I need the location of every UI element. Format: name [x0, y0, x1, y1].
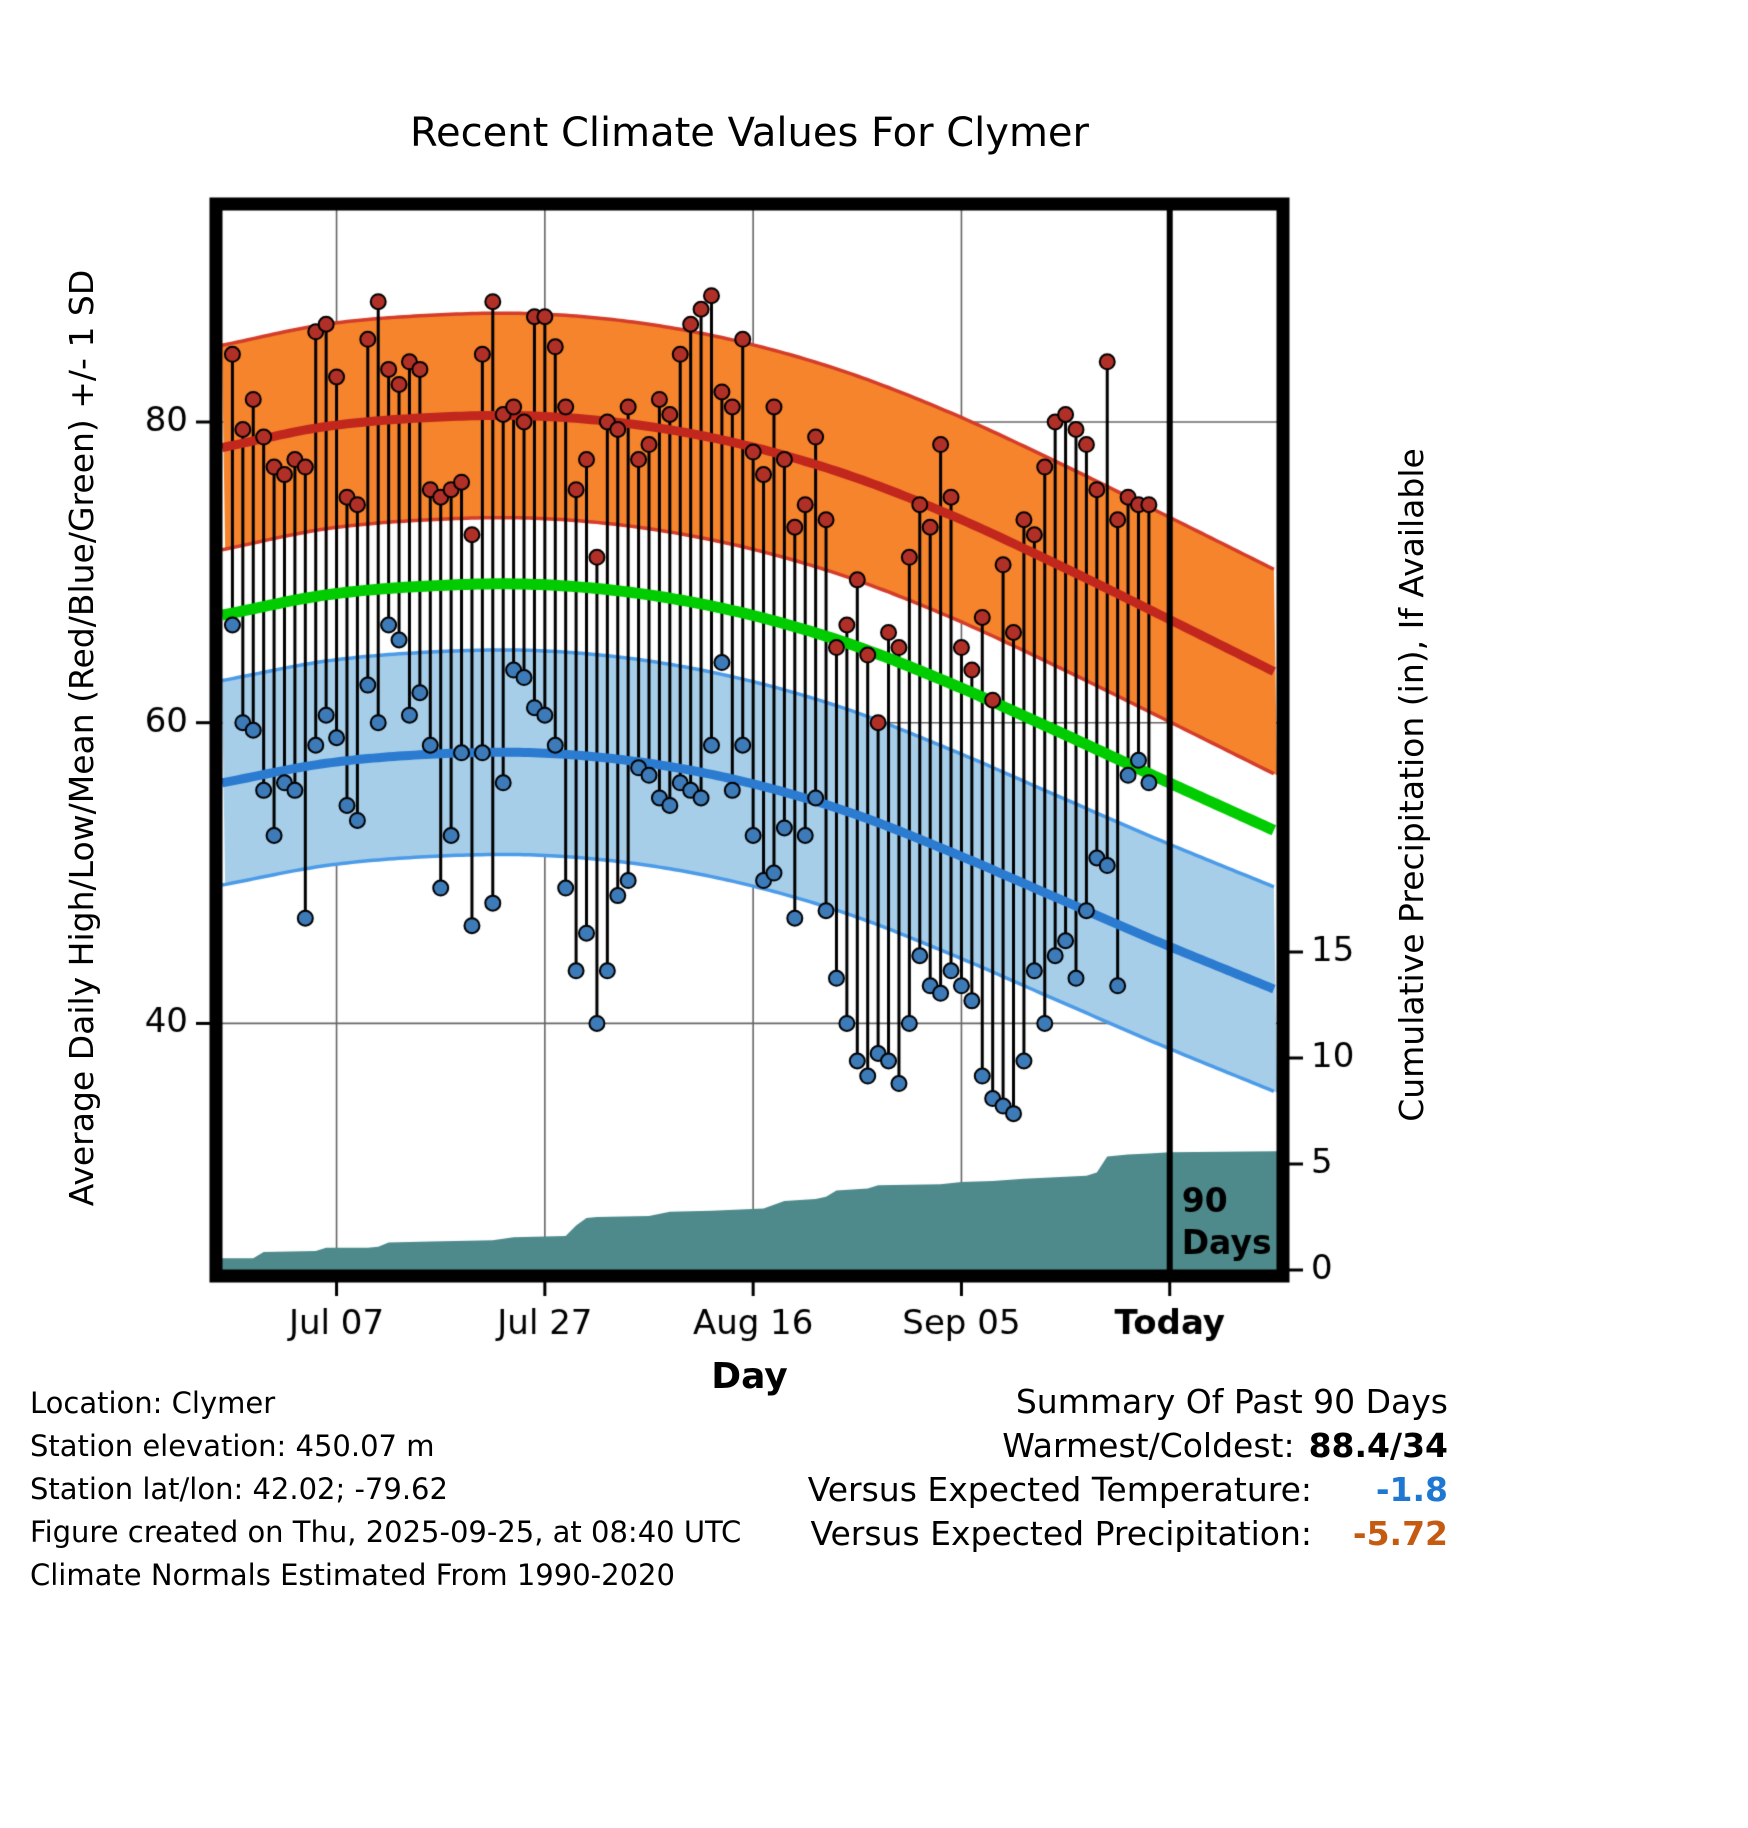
versus-precipitation-value: -5.72 [1352, 1514, 1448, 1553]
warmest-coldest-value: 88.4/34 [1308, 1426, 1448, 1465]
versus-temperature-value: -1.8 [1375, 1470, 1448, 1509]
station-location: Location: Clymer [30, 1386, 276, 1420]
x-axis-label: Day [711, 1356, 788, 1397]
y-axis-label-left: Average Daily High/Low/Mean (Red/Blue/Gr… [62, 269, 101, 1207]
y-axis-label-right: Cumulative Precipitation (in), If Availa… [1392, 448, 1431, 1122]
station-elevation: Station elevation: 450.07 m [30, 1429, 435, 1463]
summary-label: Versus Expected Precipitation: [810, 1514, 1312, 1553]
summary-panel: Summary Of Past 90 Days Warmest/Coldest:… [808, 1380, 1448, 1556]
figure-created-timestamp: Figure created on Thu, 2025-09-25, at 08… [30, 1515, 742, 1549]
chart-title: Recent Climate Values For Clymer [410, 110, 1089, 156]
summary-row-versus-temperature: Versus Expected Temperature: -1.8 [808, 1468, 1448, 1512]
summary-row-warmest-coldest: Warmest/Coldest: 88.4/34 [808, 1424, 1448, 1468]
summary-row-versus-precipitation: Versus Expected Precipitation: -5.72 [808, 1512, 1448, 1556]
station-latlon: Station lat/lon: 42.02; -79.62 [30, 1472, 448, 1506]
station-info-block: Location: Clymer Station elevation: 450.… [30, 1382, 741, 1597]
summary-title: Summary Of Past 90 Days [1015, 1382, 1448, 1421]
summary-label: Versus Expected Temperature: [807, 1470, 1312, 1509]
summary-label: Warmest/Coldest: [1002, 1426, 1295, 1465]
climate-normals-note: Climate Normals Estimated From 1990-2020 [30, 1558, 675, 1592]
